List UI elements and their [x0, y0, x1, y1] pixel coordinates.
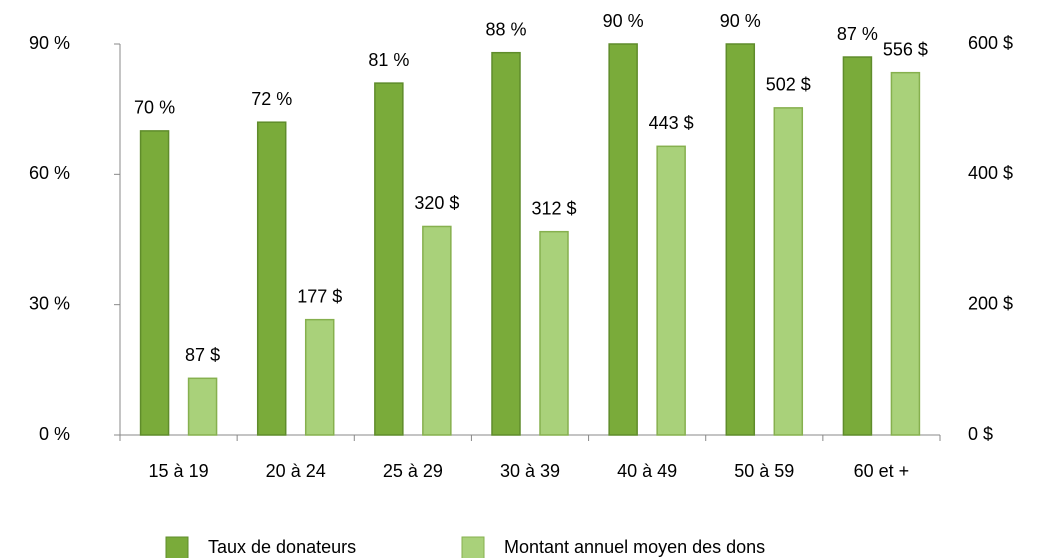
data-label: 312 $ — [531, 198, 576, 218]
y2-tick-label: 400 $ — [968, 163, 1013, 183]
data-label: 90 % — [720, 11, 761, 31]
legend-swatch — [461, 536, 485, 558]
bar — [656, 145, 686, 436]
bar — [256, 121, 287, 436]
legend-swatch — [165, 536, 189, 558]
y-tick-label: 0 % — [39, 424, 70, 444]
bar — [304, 318, 335, 436]
bar — [842, 56, 873, 436]
bar — [773, 107, 804, 436]
data-label: 177 $ — [297, 286, 342, 306]
data-label: 88 % — [485, 19, 526, 39]
y-tick-label: 90 % — [29, 33, 70, 53]
x-tick-label: 20 à 24 — [266, 461, 326, 481]
data-label: 556 $ — [883, 39, 928, 59]
bar — [725, 43, 756, 436]
data-label: 320 $ — [414, 193, 459, 213]
data-label: 72 % — [251, 89, 292, 109]
x-tick-label: 50 à 59 — [734, 461, 794, 481]
data-label: 90 % — [603, 11, 644, 31]
x-tick-label: 30 à 39 — [500, 461, 560, 481]
bar — [139, 130, 170, 436]
bar — [422, 225, 452, 436]
x-tick-label: 15 à 19 — [149, 461, 209, 481]
x-tick-label: 40 à 49 — [617, 461, 677, 481]
x-tick-label: 60 et + — [854, 461, 910, 481]
x-tick-label: 25 à 29 — [383, 461, 443, 481]
y-tick-label: 60 % — [29, 163, 70, 183]
bar — [187, 377, 218, 436]
legend-label: Montant annuel moyen des dons — [504, 537, 765, 557]
y2-tick-label: 600 $ — [968, 33, 1013, 53]
bar — [374, 82, 404, 436]
data-label: 81 % — [368, 50, 409, 70]
legend-label: Taux de donateurs — [208, 537, 356, 557]
y2-tick-label: 200 $ — [968, 293, 1013, 313]
bar — [539, 230, 569, 436]
bar — [491, 51, 521, 436]
y-tick-label: 30 % — [29, 293, 70, 313]
data-label: 70 % — [134, 98, 175, 118]
bar — [890, 71, 921, 436]
data-label: 502 $ — [766, 75, 811, 95]
bar — [608, 43, 638, 436]
y2-tick-label: 0 $ — [968, 424, 993, 444]
data-label: 87 % — [837, 24, 878, 44]
data-label: 443 $ — [649, 113, 694, 133]
data-label: 87 $ — [185, 345, 220, 365]
